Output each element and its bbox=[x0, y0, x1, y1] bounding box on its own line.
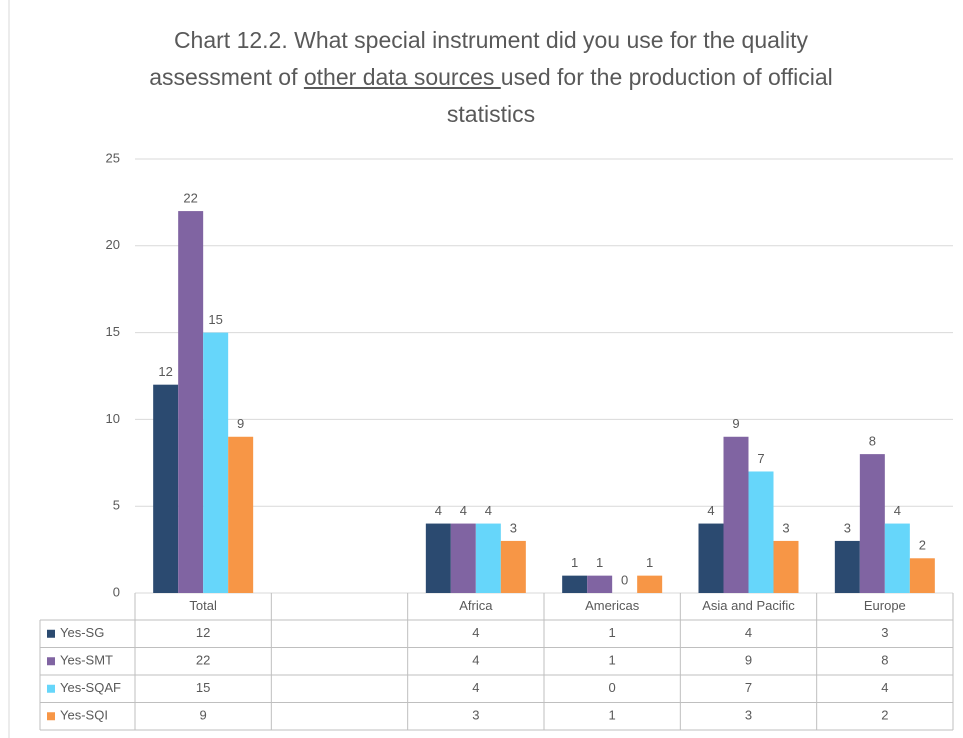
bar bbox=[723, 436, 749, 593]
data-label: 4 bbox=[894, 503, 901, 518]
data-label: 3 bbox=[844, 520, 851, 535]
data-label: 2 bbox=[919, 538, 926, 553]
table-cell: 1 bbox=[609, 708, 616, 723]
data-label: 22 bbox=[183, 191, 197, 206]
data-label: 4 bbox=[435, 503, 442, 518]
bar bbox=[425, 523, 451, 593]
data-label: 4 bbox=[485, 503, 492, 518]
table-cell: 2 bbox=[881, 708, 888, 723]
bar bbox=[500, 540, 526, 593]
y-tick-label: 5 bbox=[113, 498, 120, 513]
bar bbox=[562, 575, 588, 593]
bar bbox=[475, 523, 501, 593]
data-label: 12 bbox=[158, 364, 172, 379]
bar bbox=[698, 523, 724, 593]
legend-label: Yes-SMT bbox=[60, 653, 113, 668]
bar bbox=[834, 540, 860, 593]
x-tick-label: Total bbox=[189, 598, 217, 613]
bar bbox=[203, 332, 229, 593]
table-cell: 7 bbox=[745, 680, 752, 695]
table-cell: 9 bbox=[745, 653, 752, 668]
bar bbox=[228, 436, 254, 593]
bar bbox=[450, 523, 476, 593]
x-tick-label: Americas bbox=[585, 598, 640, 613]
table-cell: 1 bbox=[609, 625, 616, 640]
data-label: 1 bbox=[646, 555, 653, 570]
data-label: 0 bbox=[621, 572, 628, 587]
table-cell: 9 bbox=[200, 708, 207, 723]
data-label: 9 bbox=[237, 416, 244, 431]
table-cell: 3 bbox=[472, 708, 479, 723]
x-tick-label: Europe bbox=[864, 598, 906, 613]
x-tick-label: Asia and Pacific bbox=[702, 598, 795, 613]
table-cell: 3 bbox=[881, 625, 888, 640]
data-label: 4 bbox=[707, 503, 714, 518]
data-label: 1 bbox=[596, 555, 603, 570]
bar bbox=[637, 575, 663, 593]
bar bbox=[178, 211, 204, 593]
table-cell: 15 bbox=[196, 680, 210, 695]
table-cell: 4 bbox=[472, 653, 479, 668]
legend-label: Yes-SG bbox=[60, 625, 104, 640]
legend-label: Yes-SQI bbox=[60, 708, 108, 723]
legend-key bbox=[47, 657, 55, 666]
bar bbox=[773, 540, 799, 593]
table-cell: 4 bbox=[472, 625, 479, 640]
y-tick-label: 15 bbox=[106, 324, 120, 339]
table-cell: 3 bbox=[745, 708, 752, 723]
legend-key bbox=[47, 684, 55, 693]
bar bbox=[909, 558, 935, 593]
x-tick-label: Africa bbox=[459, 598, 493, 613]
data-label: 8 bbox=[869, 434, 876, 449]
table-cell: 22 bbox=[196, 653, 210, 668]
data-label: 1 bbox=[571, 555, 578, 570]
title-part: other data sources bbox=[303, 64, 501, 90]
title-part: Chart 12.2. What special instrument did … bbox=[149, 27, 809, 90]
data-label: 4 bbox=[460, 503, 467, 518]
bar bbox=[884, 523, 910, 593]
data-label: 3 bbox=[782, 520, 789, 535]
table-cell: 0 bbox=[609, 680, 616, 695]
bar bbox=[859, 454, 885, 593]
y-tick-label: 25 bbox=[106, 150, 120, 165]
table-cell: 12 bbox=[196, 625, 210, 640]
legend-label: Yes-SQAF bbox=[60, 680, 121, 695]
y-tick-label: 0 bbox=[113, 584, 120, 599]
bar bbox=[153, 384, 179, 593]
title-part: used for the production of official stat… bbox=[446, 64, 833, 127]
data-label: 9 bbox=[732, 416, 739, 431]
chart-title: Chart 12.2. What special instrument did … bbox=[111, 22, 871, 133]
bar bbox=[748, 471, 774, 593]
data-label: 7 bbox=[757, 451, 764, 466]
y-tick-label: 10 bbox=[106, 411, 120, 426]
legend-key bbox=[47, 712, 55, 721]
table-cell: 4 bbox=[881, 680, 888, 695]
table-cell: 8 bbox=[881, 653, 888, 668]
y-tick-label: 20 bbox=[106, 237, 120, 252]
table-cell: 1 bbox=[609, 653, 616, 668]
legend-key bbox=[47, 629, 55, 638]
data-label: 15 bbox=[208, 312, 222, 327]
bar bbox=[587, 575, 613, 593]
table-cell: 4 bbox=[745, 625, 752, 640]
table-cell: 4 bbox=[472, 680, 479, 695]
data-label: 3 bbox=[510, 520, 517, 535]
